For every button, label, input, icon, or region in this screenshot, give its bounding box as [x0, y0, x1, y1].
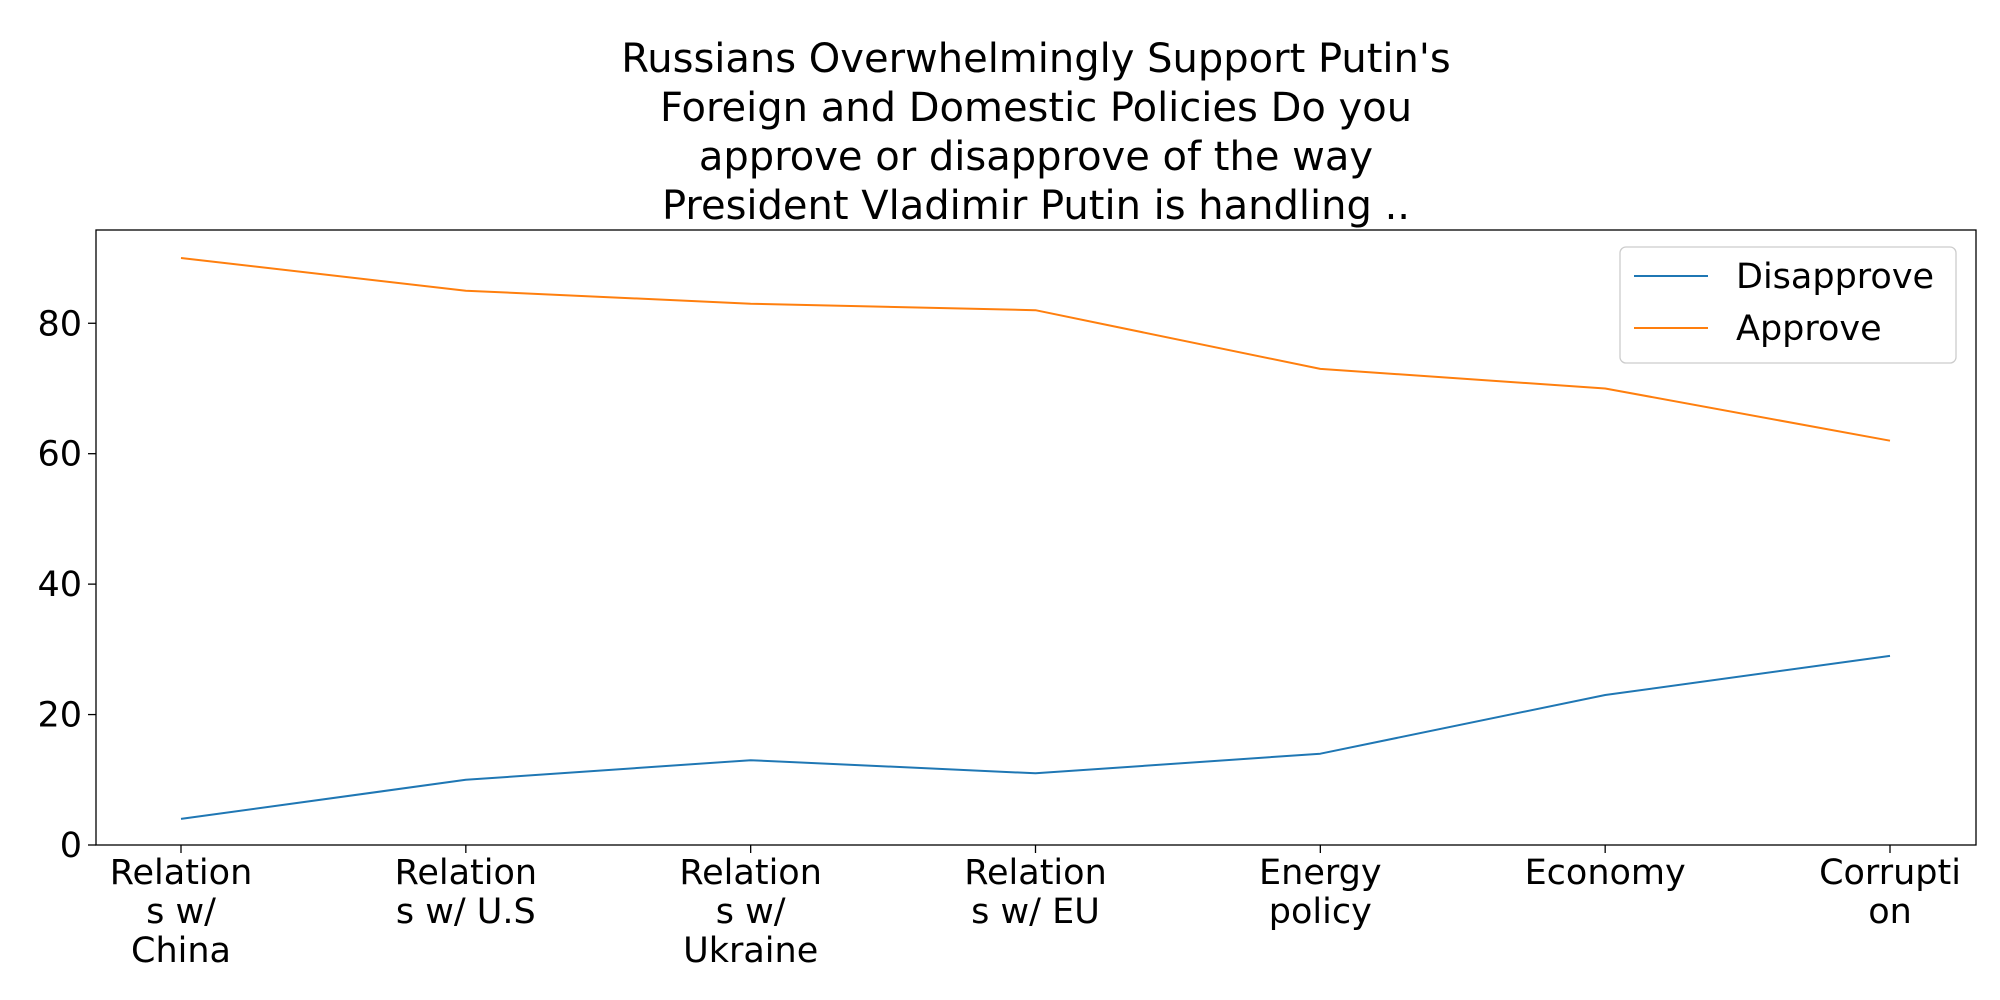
x-tick-label: Relation s w/China — [110, 853, 253, 971]
x-tick-label-line: on — [1868, 892, 1912, 932]
y-axis: 0 20 40 60 80 — [37, 304, 96, 866]
series-line-disapprove — [180, 654, 1891, 820]
chart-title-line: Foreign and Domestic Policies Do you — [660, 85, 1412, 131]
x-tick-label-line: Relation — [110, 853, 253, 893]
chart-title: Russians Overwhelmingly Support Putin'sF… — [621, 36, 1450, 229]
x-tick-label-line: Relation — [679, 853, 822, 893]
x-tick-label-line: policy — [1269, 892, 1372, 932]
legend: Disapprove Approve — [1619, 246, 1957, 364]
legend-label-disapprove: Disapprove — [1736, 257, 1934, 297]
x-tick-label: Relation s w/ EU — [964, 853, 1107, 932]
x-tick-label: Energy policy — [1259, 853, 1382, 932]
x-tick-label: Relation s w/Ukraine — [679, 853, 822, 971]
x-tick-label-line: Economy — [1525, 853, 1686, 893]
x-tick-label-line: s w/ — [716, 892, 786, 932]
y-tick-label: 40 — [37, 565, 82, 605]
x-tick-label-line: Energy — [1259, 853, 1382, 893]
x-tick-label-line: Ukraine — [683, 931, 818, 971]
x-tick-label-line: Relation — [395, 853, 538, 893]
x-tick-label: Economy — [1525, 853, 1686, 893]
series-line-approve — [180, 257, 1891, 442]
y-tick-label: 80 — [37, 304, 82, 344]
chart-title-line: Russians Overwhelmingly Support Putin's — [621, 36, 1450, 82]
x-tick-label: Corrupti on — [1819, 853, 1961, 932]
chart-title-line: approve or disapprove of the way — [699, 134, 1373, 180]
series-lines — [180, 257, 1891, 820]
y-tick-label: 20 — [37, 696, 82, 736]
y-tick-label: 60 — [37, 435, 82, 475]
x-tick-label-line: Corrupti — [1819, 853, 1961, 893]
x-tick-label-line: s w/ EU — [971, 892, 1100, 932]
x-tick-label: Relation s w/ U.S — [395, 853, 538, 932]
x-tick-label-line: s w/ — [146, 892, 216, 932]
x-tick-label-line: China — [131, 931, 231, 971]
legend-label-approve: Approve — [1736, 309, 1882, 349]
chart-title-line: President Vladimir Putin is handling .. — [662, 183, 1410, 229]
x-tick-label-line: s w/ U.S — [396, 892, 536, 932]
y-tick-label: 0 — [60, 826, 82, 866]
x-tick-label-line: Relation — [964, 853, 1107, 893]
